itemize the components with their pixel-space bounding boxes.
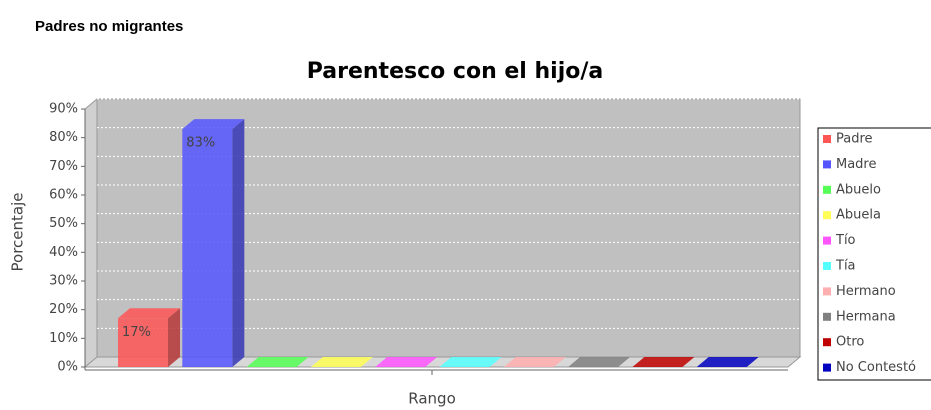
bar-top [182, 119, 245, 130]
legend-label: Tío [835, 233, 856, 248]
chart-title: Parentesco con el hijo/a [307, 59, 604, 84]
legend-swatch [823, 211, 831, 220]
bar [182, 129, 233, 367]
legend-label: Tía [835, 259, 856, 274]
legend-swatch [823, 363, 831, 372]
page-heading: Padres no migrantes [35, 18, 183, 35]
legend [817, 127, 931, 381]
legend-label: Abuela [836, 208, 881, 223]
y-tick-label: 40% [49, 245, 78, 260]
value-label: 83% [186, 136, 215, 151]
bar-top [375, 357, 438, 367]
bar-top [696, 357, 759, 367]
bar [118, 318, 168, 367]
y-tick-label: 50% [49, 216, 78, 231]
left-wall [84, 97, 98, 369]
legend-swatch [823, 236, 831, 245]
legend-label: Madre [836, 157, 877, 172]
legend-label: Padre [836, 132, 873, 147]
bar-top [503, 357, 566, 367]
legend-label: Abuelo [836, 182, 881, 197]
y-tick-label: 0% [57, 360, 78, 375]
legend-swatch [823, 312, 831, 321]
legend-label: Otro [836, 335, 864, 350]
y-axis-label: Porcentaje [9, 193, 27, 272]
legend-swatch [823, 338, 831, 347]
y-tick-label: 10% [49, 331, 78, 346]
bar-side [168, 308, 180, 367]
legend-swatch [823, 160, 831, 169]
bar-top [118, 308, 180, 319]
bar-top [310, 357, 373, 367]
y-tick-label: 20% [49, 302, 78, 317]
x-tick-label: Rango [408, 390, 456, 408]
y-tick-label: 80% [49, 130, 78, 145]
legend-label: No Contestó [836, 360, 916, 375]
y-tick-label: 90% [49, 102, 78, 117]
bar-top [568, 357, 631, 367]
value-label: 17% [122, 325, 151, 340]
legend-swatch [823, 287, 831, 296]
legend-label: Hermano [836, 284, 896, 299]
bar-top [246, 357, 309, 367]
bar-top [632, 357, 695, 367]
legend-swatch [823, 185, 831, 194]
y-tick-label: 70% [49, 159, 78, 174]
bar-side [232, 119, 245, 367]
bar-side-shade [232, 119, 245, 367]
bar-top [439, 357, 502, 367]
y-tick-label: 30% [49, 274, 78, 289]
bar-side-shade [168, 308, 180, 367]
legend-swatch [823, 262, 831, 270]
legend-label: Hermana [836, 309, 896, 324]
legend-swatch [823, 135, 831, 143]
y-tick-label: 60% [49, 188, 78, 203]
